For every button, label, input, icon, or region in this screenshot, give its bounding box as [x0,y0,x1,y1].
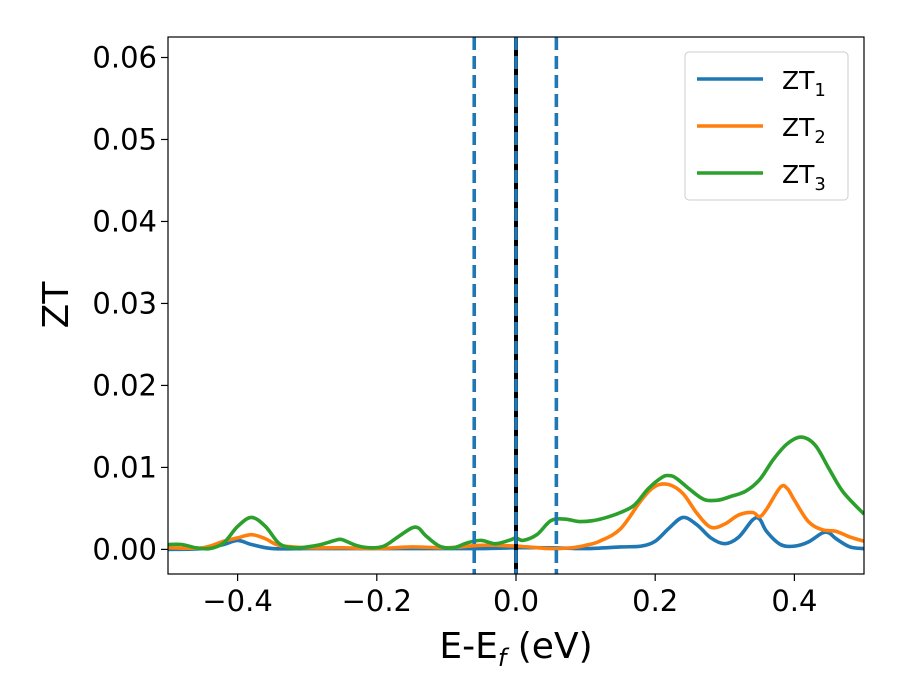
legend-label-zt3: ZT3 [782,160,826,195]
legend-label-zt2: ZT2 [782,113,826,148]
x-tick-label: −0.2 [342,584,412,618]
x-tick-label: 0.0 [493,584,539,618]
x-axis-label-unit: (eV) [506,626,592,667]
reference-lines [472,37,559,574]
x-axis-label-main: E-E [439,626,497,667]
x-tick-label: 0.2 [632,584,678,618]
legend-label-zt1: ZT1 [782,66,826,101]
series-lines [168,435,864,552]
y-tick-label: 0.04 [92,204,157,238]
y-axis-label: ZT [36,281,77,329]
x-tick-label: 0.4 [771,584,817,618]
y-tick-label: 0.02 [92,368,157,402]
y-axis-ticks: 0.00 0.01 0.02 0.03 0.04 0.05 0.06 [92,40,168,566]
series-line-zt3 [168,435,864,551]
y-tick-label: 0.00 [92,532,157,566]
y-tick-label: 0.05 [92,122,157,156]
plot-frame [167,36,865,575]
y-tick-label: 0.01 [92,450,157,484]
x-axis-label: E-Ef (eV) [439,626,592,672]
legend: ZT1 ZT2 ZT3 [684,51,849,201]
y-tick-label: 0.03 [92,286,157,320]
x-tick-label: −0.4 [202,584,272,618]
legend-box [684,51,849,201]
x-axis-ticks: −0.4 −0.2 0.0 0.2 0.4 [202,574,817,618]
y-tick-label: 0.06 [92,40,157,74]
